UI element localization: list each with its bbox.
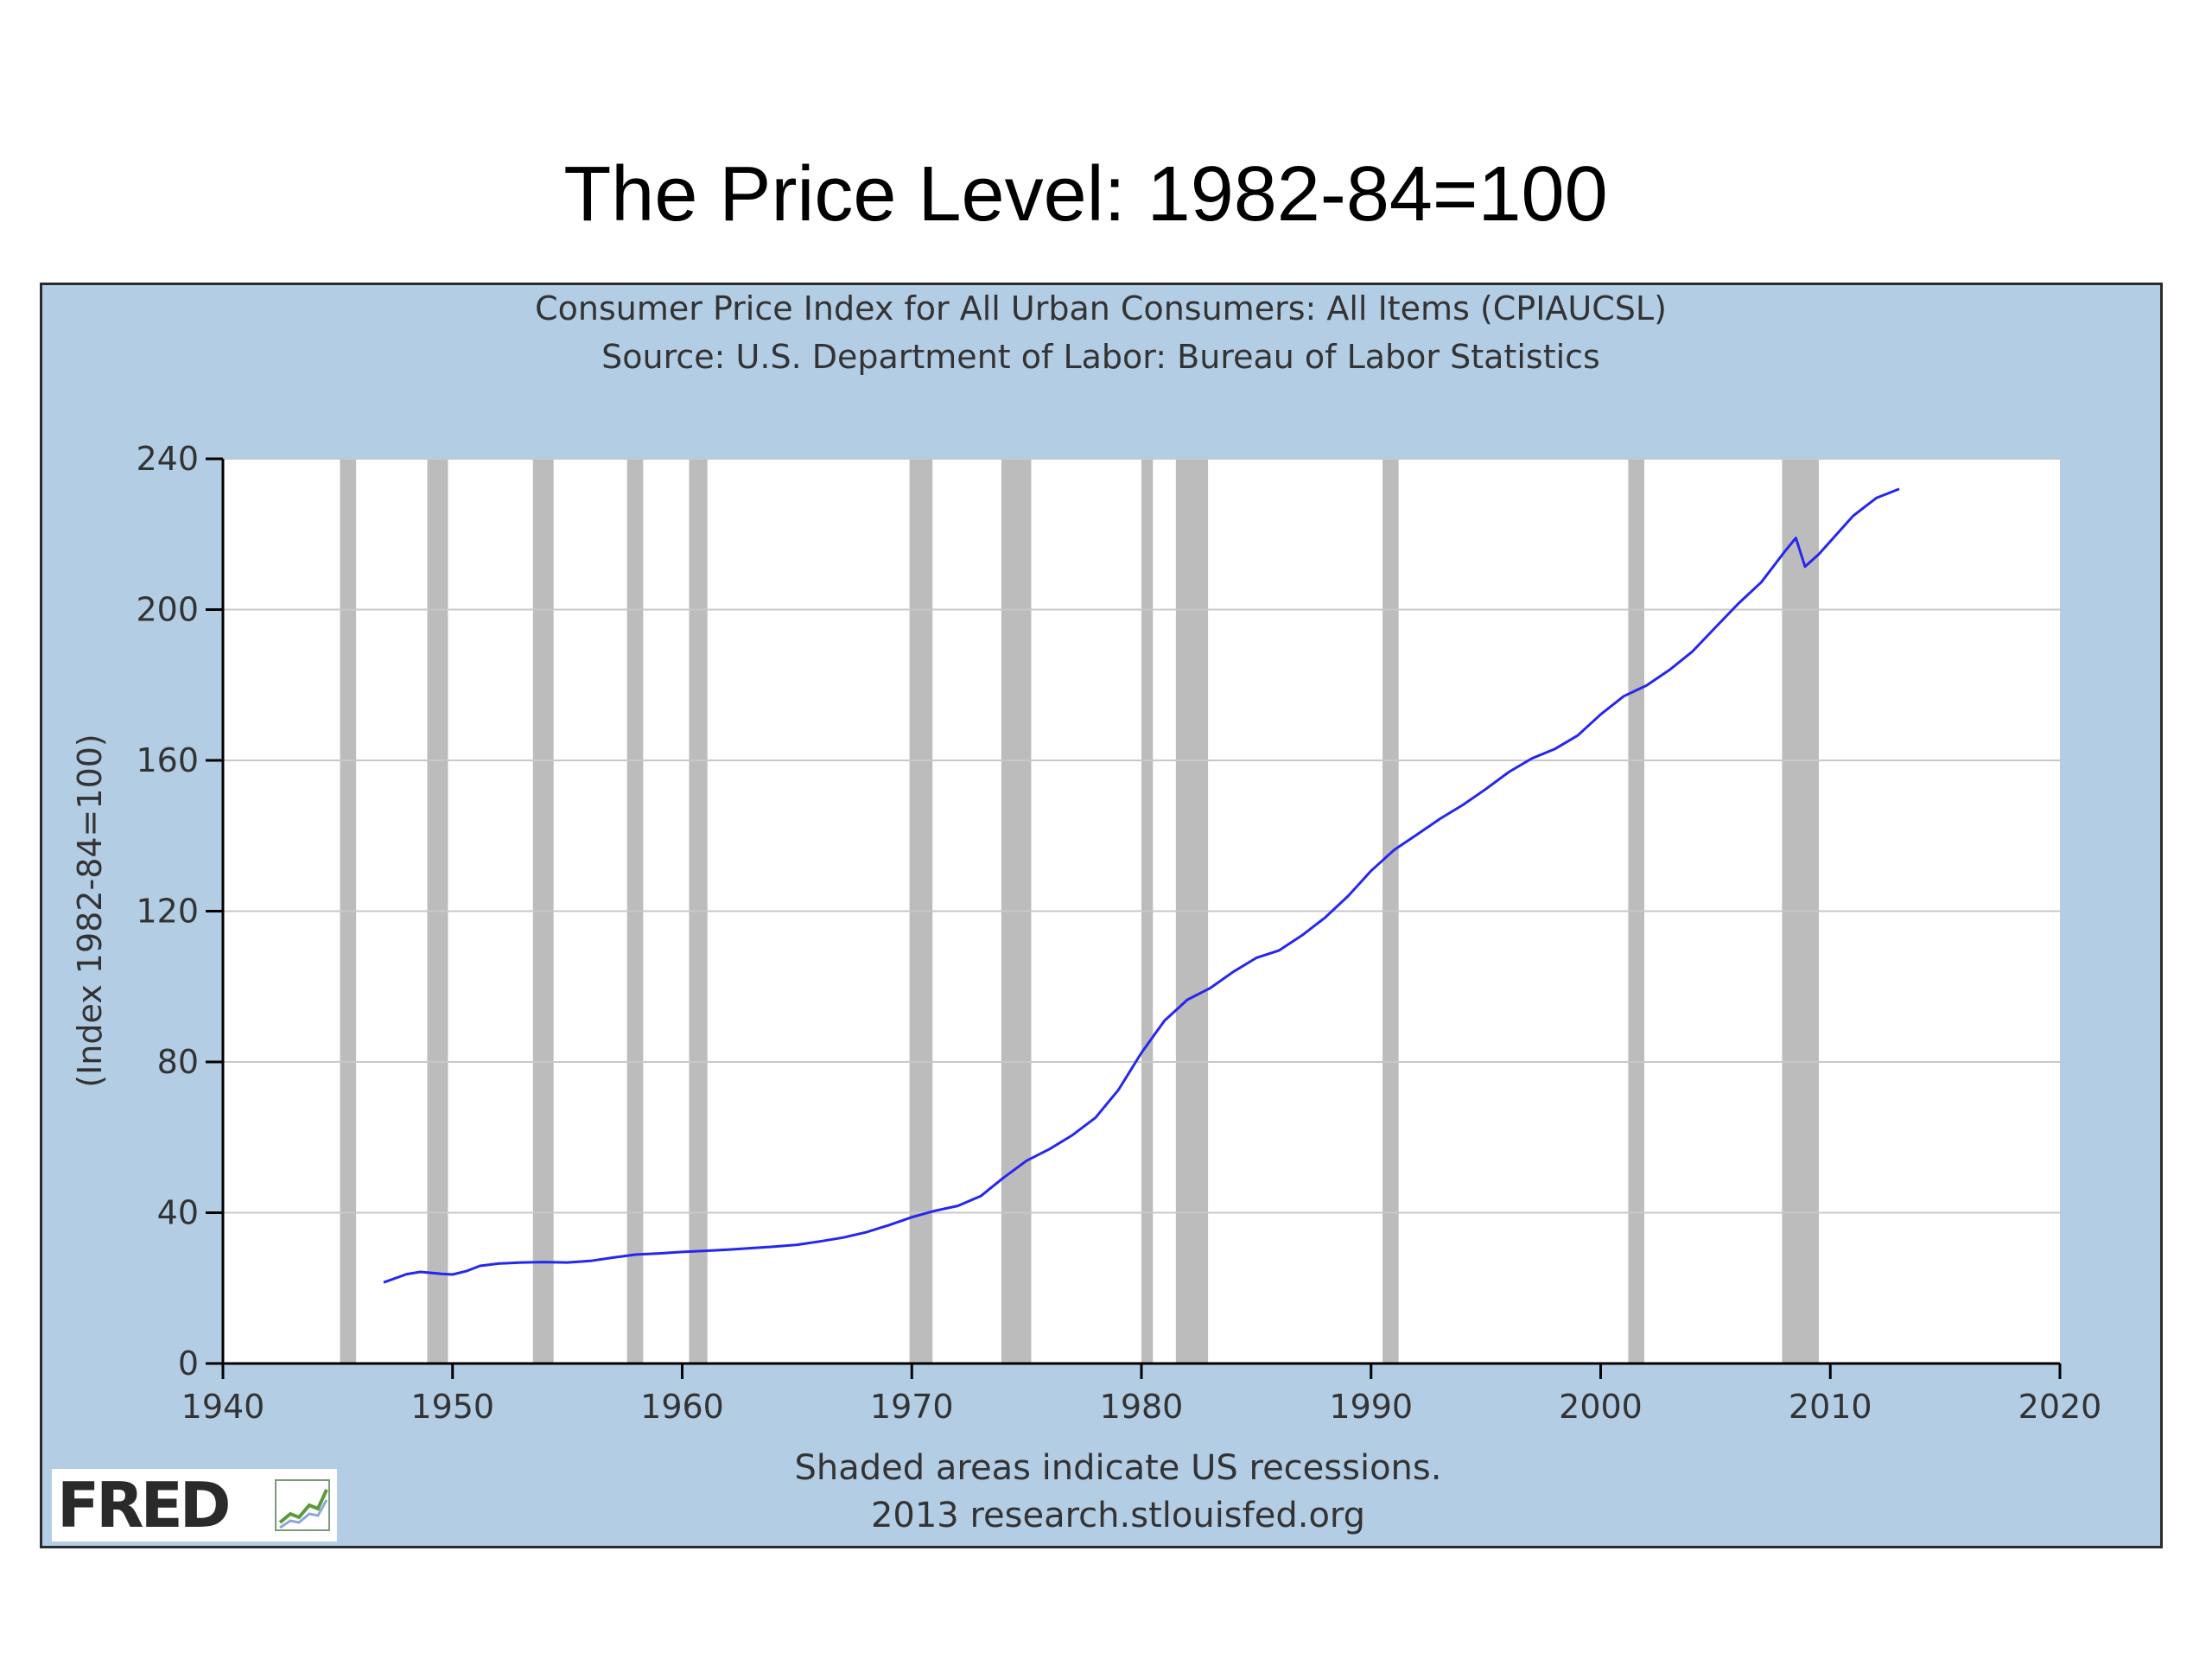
y-tick-label: 40: [157, 1194, 199, 1232]
fred-chart-panel: Consumer Price Index for All Urban Consu…: [40, 283, 2163, 1548]
x-tick-label: 1990: [1329, 1388, 1413, 1426]
y-tick-label: 0: [178, 1344, 199, 1382]
y-axis-label: (Index 1982-84=100): [71, 734, 109, 1087]
x-tick-label: 1950: [410, 1388, 494, 1426]
recession-note: Shaded areas indicate US recessions.: [795, 1448, 1442, 1488]
chart-title: Consumer Price Index for All Urban Consu…: [535, 289, 1667, 327]
y-tick-label: 240: [136, 440, 199, 478]
y-tick-label: 200: [136, 591, 199, 629]
y-tick-label: 80: [157, 1043, 199, 1081]
x-tick-labels: 1940 1950 1960 1970 1980 1990 2000 2010 2020: [181, 1388, 2102, 1426]
x-tick-label: 1940: [181, 1388, 265, 1426]
series-layer: [383, 487, 1900, 1284]
x-tick-label: 2020: [2018, 1388, 2102, 1426]
x-tick-label: 2000: [1559, 1388, 1643, 1426]
gridlines: [223, 458, 2060, 1214]
x-tick-label: 2010: [1789, 1388, 1872, 1426]
chart-line-icon: [275, 1479, 330, 1531]
chart-subtitle: Source: U.S. Department of Labor: Bureau…: [601, 338, 1600, 376]
x-tick-label: 1960: [640, 1388, 724, 1426]
slide-title: The Price Level: 1982-84=100: [563, 151, 1608, 238]
axes: [206, 457, 2062, 1379]
cpi-series-line: [383, 487, 1900, 1284]
cpi-line-chart: Consumer Price Index for All Urban Consu…: [42, 285, 2160, 1546]
fred-logo: FRED: [52, 1469, 337, 1541]
y-tick-labels: 0 40 80 120 160 200 240: [136, 440, 199, 1382]
x-tick-label: 1980: [1100, 1388, 1184, 1426]
fred-logo-text: FRED: [57, 1469, 232, 1541]
source-url: 2013 research.stlouisfed.org: [871, 1496, 1365, 1535]
y-tick-label: 160: [136, 741, 199, 779]
x-tick-label: 1970: [870, 1388, 954, 1426]
y-tick-label: 120: [136, 893, 199, 931]
